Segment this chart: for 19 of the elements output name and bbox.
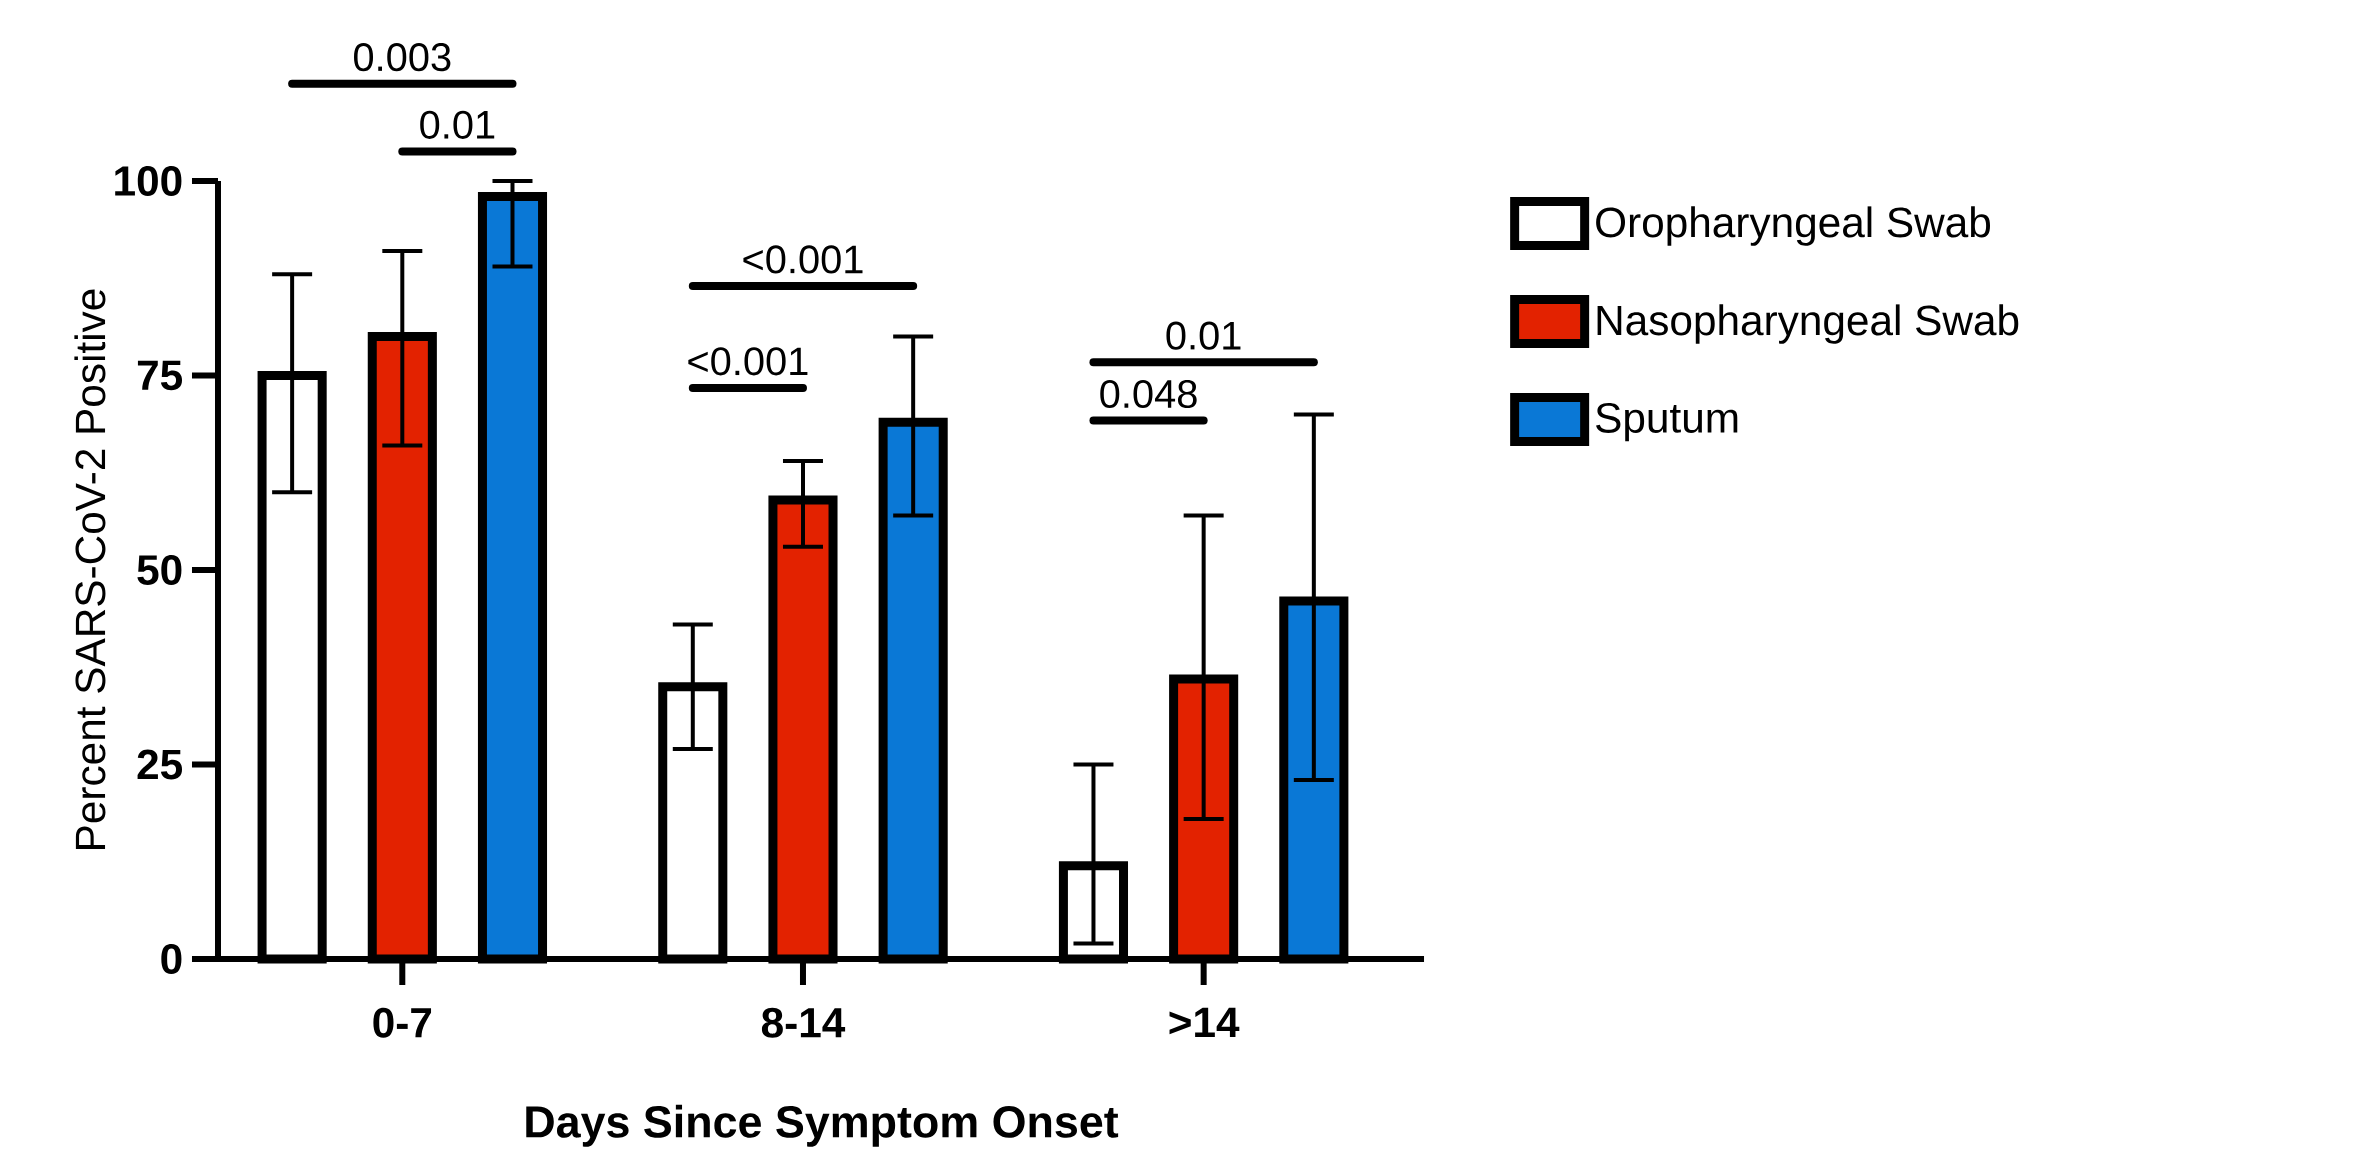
text: 0.01 (420, 110, 495, 139)
annotation: <0.001 (688, 347, 808, 376)
y-tick-label: 100 (115, 166, 182, 196)
y-tick-label: 75 (137, 360, 183, 391)
x-tick-label: 0-7 (373, 1007, 432, 1038)
legend-label: Oropharyngeal Swab (1596, 206, 1991, 246)
annotation: <0.001 (743, 245, 863, 274)
y-axis-title: Percent SARS-CoV-2 Positive (74, 289, 106, 849)
x-axis-title: Days Since Symptom Onset (526, 1104, 1119, 1147)
text: 0.003 (354, 43, 451, 72)
y-tick-label: 50 (137, 555, 182, 585)
legend-label: Nasopharyngeal Swab (1597, 304, 2019, 344)
y-tick-label: 25 (137, 749, 183, 780)
x-tick-label: 8-14 (761, 1007, 846, 1038)
y-tick-label: 0 (161, 944, 182, 974)
annotation: 0.01 (1166, 321, 1241, 350)
legend-label: Sputum (1596, 402, 1738, 442)
annotation: 0.048 (1100, 379, 1197, 409)
x-tick-label: >14 (1169, 1007, 1240, 1037)
